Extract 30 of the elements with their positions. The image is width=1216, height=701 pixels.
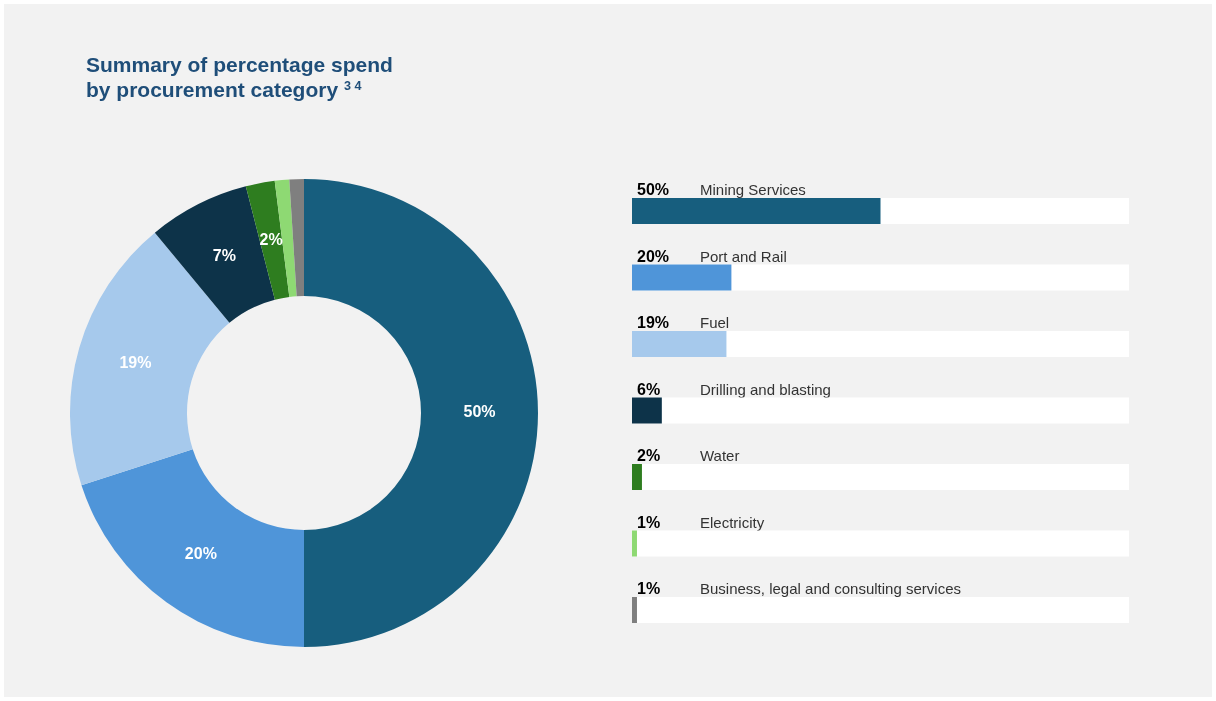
- data-label: 50%: [463, 403, 496, 421]
- bar: [632, 597, 637, 623]
- chart-title: Summary of percentage spend by procurement category $^{3 4}$: [86, 53, 393, 101]
- data-label: 2%: [259, 230, 283, 248]
- donut-slice: [245, 180, 290, 300]
- donut-slice: [81, 449, 304, 647]
- data-label: 19%: [637, 314, 670, 331]
- bar: [632, 530, 637, 557]
- category-label: Mining Services: [700, 181, 806, 198]
- data-label: 50%: [637, 181, 670, 198]
- bar: [632, 397, 662, 424]
- bar: [632, 331, 727, 357]
- data-label: 20%: [184, 545, 217, 563]
- data-label: 6%: [637, 380, 661, 398]
- data-label: 19%: [119, 354, 152, 372]
- data-label: 2%: [637, 447, 661, 464]
- data-label: 1%: [637, 513, 661, 531]
- bar: [632, 464, 642, 490]
- category-label: Business, legal and consulting services: [700, 580, 961, 597]
- category-label: Electricity: [700, 513, 765, 531]
- category-label: Fuel: [700, 314, 730, 331]
- data-label: 7%: [212, 246, 236, 264]
- data-label: 20%: [637, 247, 670, 265]
- category-label: Port and Rail: [700, 247, 787, 265]
- data-label: 1%: [637, 580, 661, 597]
- bar: [632, 264, 732, 291]
- category-label: Water: [700, 447, 740, 464]
- category-label: Drilling and blasting: [700, 380, 831, 398]
- donut-slice: [304, 179, 538, 647]
- donut-slice: [289, 179, 304, 297]
